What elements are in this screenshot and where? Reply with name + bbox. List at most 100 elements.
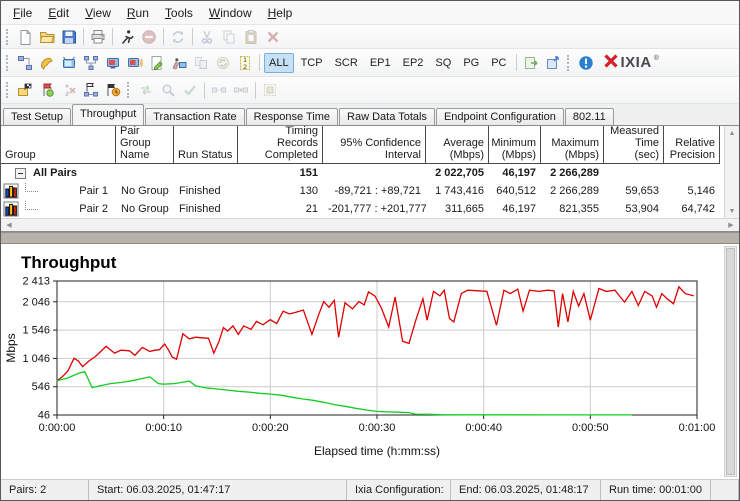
tab-802-11[interactable]: 802.11 [565, 108, 614, 125]
toolbar-grip[interactable] [6, 82, 9, 98]
tab-response-time[interactable]: Response Time [246, 108, 338, 125]
menu-window[interactable]: Window [201, 2, 260, 24]
menu-edit[interactable]: Edit [40, 2, 77, 24]
column-header-minimum-mbps[interactable]: Minimum (Mbps) [489, 126, 541, 164]
tab-test-setup[interactable]: Test Setup [3, 108, 71, 125]
toolbar-grip[interactable] [6, 29, 9, 45]
svg-text:1 546: 1 546 [22, 325, 50, 337]
menu-view[interactable]: View [77, 2, 119, 24]
tab-endpoint-configuration[interactable]: Endpoint Configuration [436, 108, 564, 125]
view-filter-sq[interactable]: SQ [430, 53, 456, 73]
cell-run-status: Finished [174, 185, 238, 197]
cell-timing-records-completed: 21 [238, 203, 323, 215]
tab-transaction-rate[interactable]: Transaction Rate [145, 108, 244, 125]
tab-throughput[interactable]: Throughput [72, 104, 144, 125]
grid-header: GroupPair Group NameRun StatusTiming Rec… [1, 126, 739, 164]
toolbar-grip[interactable] [567, 55, 570, 71]
chart-title: Throughput [1, 244, 739, 275]
results-grid: GroupPair Group NameRun StatusTiming Rec… [1, 125, 739, 232]
pane-splitter[interactable] [1, 232, 739, 244]
chart-scroll-thumb[interactable] [726, 248, 735, 475]
scroll-left-button[interactable]: ◀ [1, 219, 17, 231]
status-end-time: End: 06.03.2025, 01:48:17 [451, 480, 601, 500]
cell-minimum-mbps: 46,197 [489, 167, 541, 179]
connect-pairs-icon [208, 79, 230, 101]
toolbar-grip[interactable] [6, 55, 9, 71]
view-filter-scr[interactable]: SCR [330, 53, 363, 73]
view-endpoint-icon [157, 79, 179, 101]
paste-icon [240, 26, 262, 48]
export-config-icon[interactable] [542, 52, 564, 74]
tree-branch [25, 201, 38, 210]
menu-help[interactable]: Help [260, 2, 301, 24]
add-pair-icon[interactable] [14, 52, 36, 74]
verify-pairs-icon [179, 79, 201, 101]
abort-run-icon [58, 79, 80, 101]
menu-run[interactable]: Run [119, 2, 157, 24]
column-header-pair-group-name[interactable]: Pair Group Name [116, 126, 174, 164]
add-multicast-group-icon[interactable] [80, 52, 102, 74]
svg-text:0:00:10: 0:00:10 [145, 422, 182, 434]
scroll-track[interactable] [725, 140, 739, 204]
poll-endpoints-icon[interactable] [102, 79, 124, 101]
column-header-average-mbps[interactable]: Average (Mbps) [426, 126, 489, 164]
column-header-95-confidence-interval[interactable]: 95% Confidence Interval [323, 126, 426, 164]
view-filter-pc[interactable]: PC [486, 53, 511, 73]
schedule-run-icon[interactable] [36, 79, 58, 101]
row-all-pairs[interactable]: All Pairs1512 022,70546,1972 266,289 [1, 164, 739, 182]
run-selected-pairs-icon[interactable] [80, 79, 102, 101]
run-test-icon[interactable] [116, 26, 138, 48]
view-filter-tcp[interactable]: TCP [296, 53, 328, 73]
open-folder-icon[interactable] [36, 26, 58, 48]
toolbar-grip[interactable] [127, 82, 130, 98]
view-filter-all[interactable]: ALL [264, 53, 294, 73]
cell-measured-time-sec: 59,653 [604, 185, 664, 197]
add-hardware-pair-icon[interactable] [58, 52, 80, 74]
pair-wizard-icon[interactable] [168, 52, 190, 74]
column-header-run-status[interactable]: Run Status [174, 126, 238, 164]
menu-tools[interactable]: Tools [157, 2, 201, 24]
add-video-pair-icon[interactable] [102, 52, 124, 74]
column-header-measured-time-sec[interactable]: Measured Time (sec) [604, 126, 664, 164]
run-options-icon[interactable] [14, 79, 36, 101]
view-filter-ep2[interactable]: EP2 [398, 53, 429, 73]
view-filter-ep1[interactable]: EP1 [365, 53, 396, 73]
row-pair-1[interactable]: Pair 1No GroupFinished130-89,721 : +89,7… [1, 182, 739, 200]
column-header-maximum-mbps[interactable]: Maximum (Mbps) [541, 126, 604, 164]
grid-horizontal-scrollbar[interactable]: ◀ ▶ [1, 218, 739, 231]
ixia-trademark: ® [654, 55, 659, 62]
view-filter-pg[interactable]: PG [458, 53, 484, 73]
scroll-down-button[interactable]: ▼ [725, 204, 739, 218]
column-header-group[interactable]: Group [1, 126, 116, 164]
svg-text:2: 2 [243, 63, 247, 70]
group-cell: Pair 2 [1, 200, 116, 218]
grid-vertical-scrollbar[interactable]: ▲ ▼ [724, 126, 739, 218]
menu-bar: FileEditViewRunToolsWindowHelp [1, 1, 739, 25]
add-video-multicast-icon[interactable] [124, 52, 146, 74]
replicate-pair-icon[interactable]: 12 [234, 52, 256, 74]
chart-vertical-scrollbar[interactable] [724, 246, 737, 477]
row-pair-2[interactable]: Pair 2No GroupFinished21-201,777 : +201,… [1, 200, 739, 218]
save-icon[interactable] [58, 26, 80, 48]
scroll-right-button[interactable]: ▶ [723, 219, 739, 231]
menu-file[interactable]: File [5, 2, 40, 24]
scroll-up-button[interactable]: ▲ [725, 126, 739, 140]
collapse-toggle-icon[interactable] [15, 168, 26, 179]
new-document-icon[interactable] [14, 26, 36, 48]
scroll-track[interactable] [17, 219, 723, 231]
svg-text:0:00:20: 0:00:20 [252, 422, 289, 434]
svg-text:0:00:50: 0:00:50 [572, 422, 609, 434]
tab-raw-data-totals[interactable]: Raw Data Totals [339, 108, 435, 125]
print-icon[interactable] [87, 26, 109, 48]
add-voip-pair-icon[interactable] [36, 52, 58, 74]
group-cell: Pair 1 [1, 182, 116, 200]
cut-icon [196, 26, 218, 48]
toolbar-run [1, 77, 739, 104]
export-results-icon[interactable] [520, 52, 542, 74]
ixia-x-icon [603, 53, 619, 72]
column-header-timing-records-completed[interactable]: Timing Records Completed [238, 126, 323, 164]
edit-pair-icon[interactable] [146, 52, 168, 74]
chart-plot-area: 465461 0461 5462 0462 4130:00:000:00:100… [1, 275, 721, 473]
column-header-relative-precision[interactable]: Relative Precision [664, 126, 720, 164]
about-info-icon[interactable] [575, 52, 597, 74]
